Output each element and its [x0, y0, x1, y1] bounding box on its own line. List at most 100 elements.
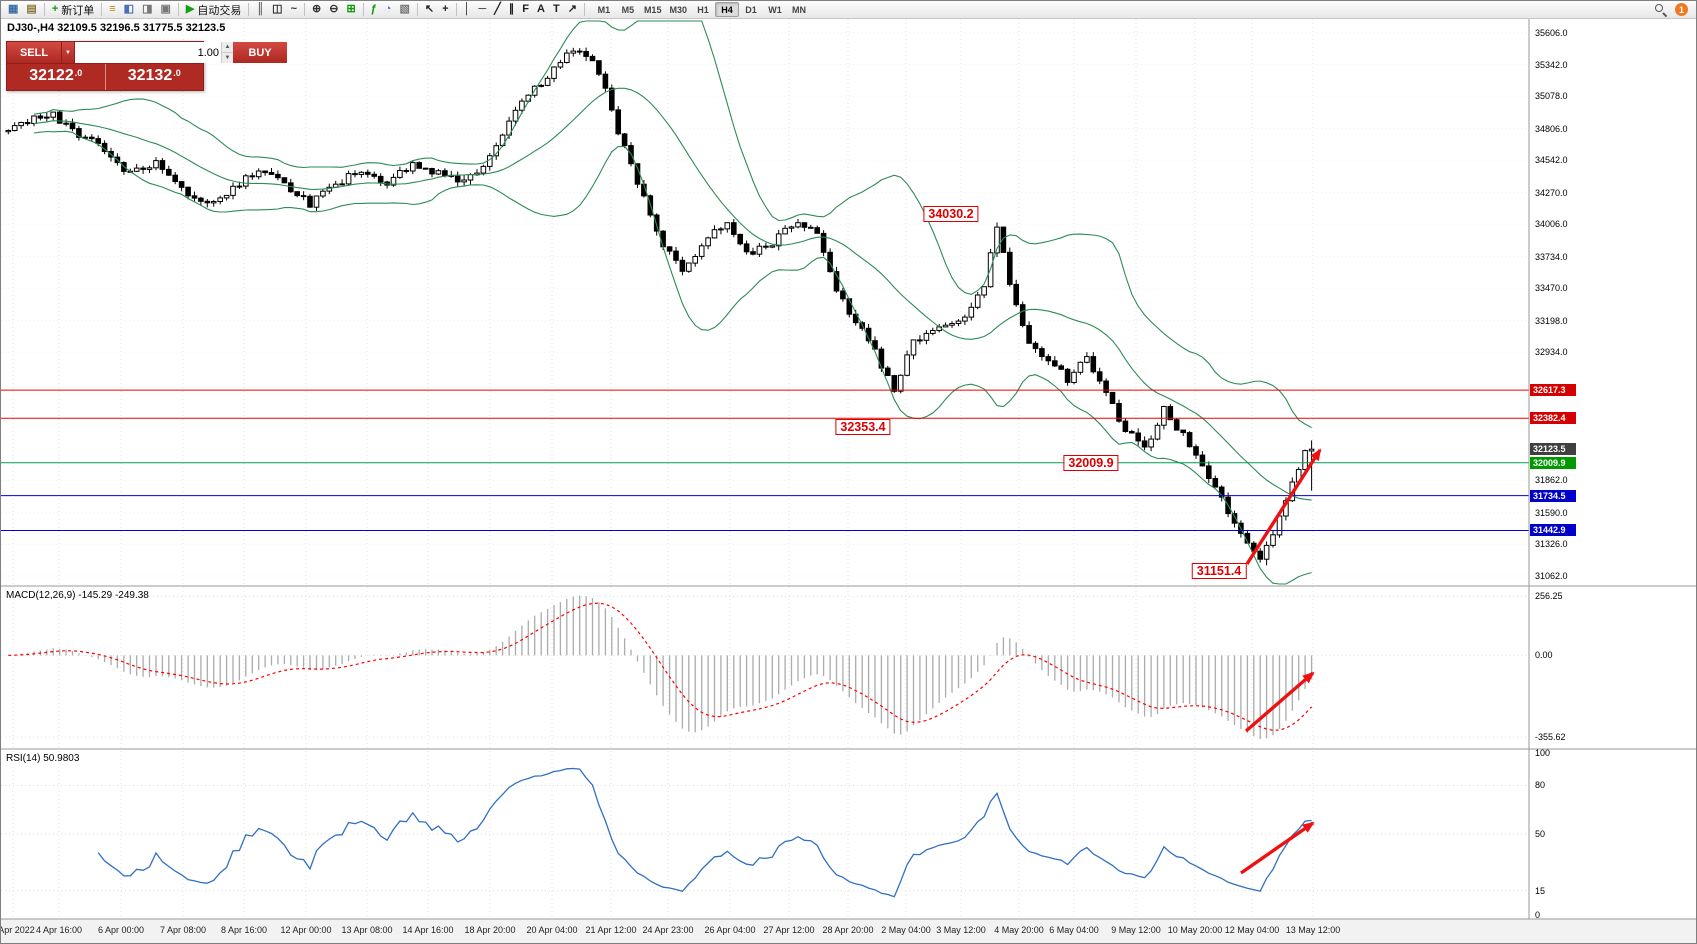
price-axis-label: 31590.0	[1535, 508, 1568, 518]
time-axis-label: 4 Apr 16:00	[35, 925, 83, 935]
auto-trading-button-label: 自动交易	[197, 4, 242, 17]
timeframe-button-m1[interactable]: M1	[592, 2, 616, 17]
sell-button[interactable]: SELL	[7, 42, 61, 63]
price-axis[interactable]	[1529, 19, 1696, 919]
trend-arrow[interactable]	[1240, 821, 1315, 875]
channel-icon-glyph: ∥	[508, 3, 515, 15]
price-tag-31442.9: 31442.9	[1530, 524, 1576, 536]
time-axis-label: 7 Apr 08:00	[159, 925, 207, 935]
periods-icon[interactable]: ◔	[381, 2, 396, 18]
toolbar-separator	[43, 3, 45, 16]
data-window-icon[interactable]: ◧	[120, 2, 138, 18]
candlestick-chart-icon-glyph: ◫	[272, 3, 283, 15]
cursor-icon-glyph: ↖	[424, 3, 435, 15]
timeframe-toolbar: M1 M5 M15 M30 H1 H4 D1 W1 MN	[592, 2, 811, 17]
timeframe-button-mn[interactable]: MN	[787, 2, 811, 17]
price-axis-label: 35606.0	[1535, 28, 1568, 38]
new-chart-icon[interactable]: ▦	[4, 2, 22, 18]
toolbar-separator	[583, 3, 585, 16]
price-callout-label[interactable]: 32009.9	[1063, 455, 1119, 471]
channel-icon[interactable]: ∥	[505, 2, 519, 18]
time-axis-label: 28 Apr 20:00	[822, 925, 874, 935]
trend-arrow[interactable]	[1245, 448, 1322, 565]
crosshair-icon[interactable]: +	[438, 2, 452, 18]
macd-axis-label: 256.25	[1535, 591, 1563, 601]
tile-windows-icon[interactable]: ⊞	[342, 2, 359, 18]
toolbar-right-group: 1	[1654, 3, 1693, 17]
auto-trading-glyph: ▶	[185, 3, 195, 15]
candlestick-chart-icon[interactable]: ◫	[268, 2, 286, 18]
timeframe-button-m30[interactable]: M30	[665, 2, 691, 17]
horizontal-line-icon-glyph: ─	[478, 3, 487, 15]
trendline-icon[interactable]: ╱	[490, 2, 505, 18]
data-window-icon-glyph: ◧	[123, 3, 135, 15]
sell-price-frac: .0	[74, 68, 83, 78]
price-axis-label: 33198.0	[1535, 316, 1568, 326]
trend-arrow[interactable]	[1244, 671, 1315, 733]
volume-increase-button[interactable]: ▲	[222, 42, 233, 52]
arrow-tools-icon[interactable]: ↗	[564, 2, 581, 18]
timeframe-button-d1[interactable]: D1	[739, 2, 763, 17]
profiles-icon[interactable]: ▤	[22, 2, 40, 18]
time-axis-label: 13 Apr 08:00	[341, 925, 393, 935]
notification-badge[interactable]: 1	[1675, 3, 1688, 16]
search-icon[interactable]	[1654, 3, 1668, 17]
rsi-axis-label: 15	[1535, 886, 1546, 896]
navigator-icon[interactable]: ◨	[138, 2, 156, 18]
price-axis-label: 33734.0	[1535, 252, 1568, 262]
templates-icon[interactable]: ▧	[395, 2, 413, 18]
cursor-icon[interactable]: ↖	[421, 2, 438, 18]
market-watch-icon-glyph: ≡	[109, 3, 116, 15]
zoom-in-icon[interactable]: ⊕	[308, 2, 325, 18]
price-callout-label[interactable]: 32353.4	[835, 419, 891, 435]
fibonacci-icon[interactable]: F	[518, 2, 533, 18]
rsi-axis-label: 50	[1535, 829, 1546, 839]
line-chart-icon[interactable]: ~	[287, 2, 301, 18]
navigator-icon-glyph: ◨	[142, 3, 153, 15]
macd-histogram	[14, 595, 1313, 740]
chart-symbol-info: DJ30-,H4 32109.5 32196.5 31775.5 32123.5	[7, 22, 226, 34]
volume-decrease-button[interactable]: ▼	[222, 52, 233, 63]
indicators-icon[interactable]: ƒ	[367, 2, 381, 18]
new-order-glyph: +	[51, 3, 59, 15]
new-chart-icon-glyph: ▦	[8, 3, 19, 15]
horizontal-line-icon[interactable]: ─	[474, 2, 490, 18]
zoom-in-icon-glyph: ⊕	[312, 3, 322, 15]
price-callout-label[interactable]: 34030.2	[923, 206, 979, 222]
text-icon[interactable]: A	[533, 2, 549, 18]
auto-trading-button[interactable]: ▶ 自动交易	[182, 2, 245, 18]
buy-price[interactable]: 32132 .0	[104, 64, 204, 90]
volume-input[interactable]	[75, 42, 221, 63]
time-axis-label: 12 Apr 00:00	[280, 925, 332, 935]
timeframe-button-w1[interactable]: W1	[763, 2, 787, 17]
terminal-icon[interactable]: ▣	[156, 2, 174, 18]
rsi-indicator-label: RSI(14) 50.9803	[6, 753, 80, 764]
price-axis-label: 32934.0	[1535, 347, 1568, 357]
market-watch-icon[interactable]: ≡	[105, 2, 119, 18]
price-tag-32009.9: 32009.9	[1530, 457, 1576, 469]
timeframe-button-m5[interactable]: M5	[616, 2, 640, 17]
label-icon[interactable]: T	[549, 2, 564, 18]
volume-dropdown[interactable]: ▼	[61, 42, 75, 63]
timeframe-button-h4[interactable]: H4	[714, 2, 739, 17]
buy-button[interactable]: BUY	[233, 42, 287, 63]
time-axis-label: 10 May 20:00	[1167, 925, 1223, 935]
price-callout-label[interactable]: 31151.4	[1191, 563, 1247, 579]
zoom-out-icon[interactable]: ⊖	[325, 2, 342, 18]
price-axis-label: 31862.0	[1535, 475, 1568, 485]
timeframe-button-m15[interactable]: M15	[640, 2, 666, 17]
time-axis-background	[1, 919, 1696, 943]
bollinger-middle-band	[33, 87, 1312, 501]
time-axis-label: 9 May 12:00	[1111, 925, 1161, 935]
bar-chart-icon[interactable]: ║	[252, 2, 268, 18]
sell-price[interactable]: 32122 .0	[7, 64, 105, 90]
price-tag-32123.5: 32123.5	[1530, 443, 1576, 455]
toolbar-separator	[362, 3, 364, 16]
time-axis-label: 8 Apr 16:00	[220, 925, 268, 935]
timeframe-button-h1[interactable]: H1	[691, 2, 715, 17]
fibonacci-icon-glyph: F	[522, 3, 530, 15]
vertical-line-icon[interactable]: │	[460, 2, 475, 18]
new-order-button[interactable]: + 新订单	[48, 2, 98, 18]
